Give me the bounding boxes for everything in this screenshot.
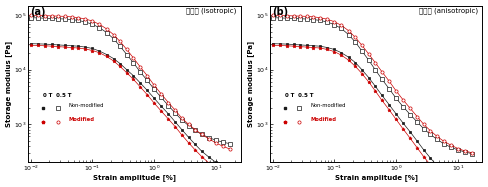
Text: 0 T  0.5 T: 0 T 0.5 T [42, 93, 71, 98]
Text: Non-modified: Non-modified [68, 103, 103, 108]
Text: Modified: Modified [310, 117, 336, 122]
Y-axis label: Storage modulus [Pa]: Storage modulus [Pa] [5, 41, 13, 127]
Text: 0 T  0.5 T: 0 T 0.5 T [285, 93, 313, 98]
X-axis label: Strain amplitude [%]: Strain amplitude [%] [93, 174, 176, 181]
Text: 등방성 (isotropic): 등방성 (isotropic) [186, 7, 236, 14]
Text: (a): (a) [30, 7, 45, 17]
Text: Non-modified: Non-modified [310, 103, 346, 108]
Text: (b): (b) [272, 7, 288, 17]
Text: 이방성 (anisotropic): 이방성 (anisotropic) [419, 7, 478, 14]
X-axis label: Strain amplitude [%]: Strain amplitude [%] [335, 174, 418, 181]
Text: Modified: Modified [68, 117, 94, 122]
Y-axis label: Storage modulus [Pa]: Storage modulus [Pa] [247, 41, 254, 127]
